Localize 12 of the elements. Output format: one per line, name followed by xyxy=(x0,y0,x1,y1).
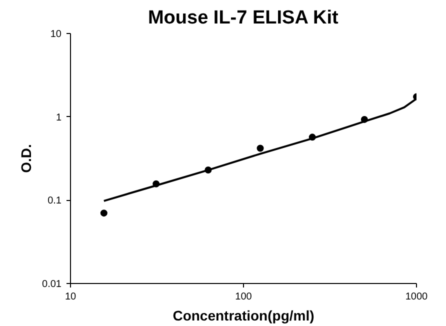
x-tick-label: 10 xyxy=(64,292,76,302)
point xyxy=(256,144,264,152)
y-tick-label: 10 xyxy=(50,29,62,40)
y-tick-label: 0.1 xyxy=(48,196,62,207)
chart-title: Mouse IL-7 ELISA Kit xyxy=(148,8,339,28)
y-tick-label: 0.01 xyxy=(42,279,62,290)
x-tick-label: 1000 xyxy=(405,292,428,302)
y-tick-label: 1 xyxy=(56,112,62,124)
point xyxy=(100,210,108,217)
y-axis-title: O.D. xyxy=(18,144,34,173)
x-axis-title: Concentration(pg/ml) xyxy=(172,308,314,324)
x-tick-label: 100 xyxy=(235,292,252,302)
